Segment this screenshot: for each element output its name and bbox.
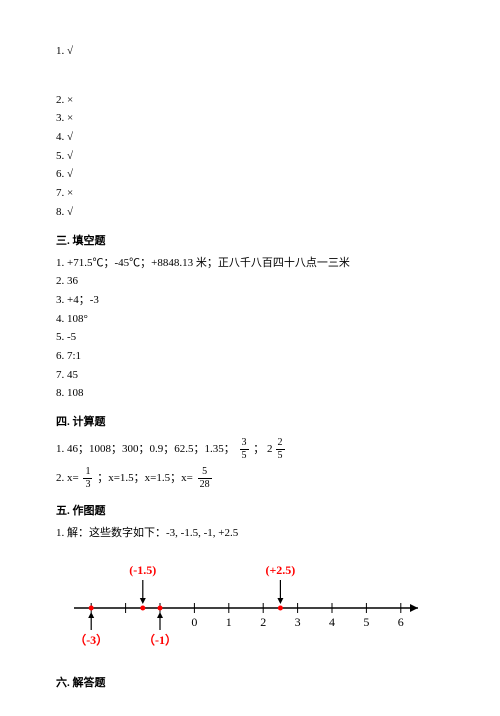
section-5-title: 五. 作图题 [56,502,444,518]
list-item: 5. -5 [56,328,444,347]
page-content: 1. √ 2. × 3. × 4. √ 5. √ 6. √ 7. × 8. √ … [0,0,500,716]
calc-text: ； [253,443,267,455]
list-item: 6. √ [56,165,444,184]
fraction-icon: 5 28 [198,467,212,490]
list-item: 1. √ [56,42,444,61]
section-6-title: 六. 解答题 [56,674,444,690]
calc-text: ；x=1.5；x=1.5；x= [97,472,193,484]
svg-text:0: 0 [191,615,197,629]
true-false-section: 1. √ 2. × 3. × 4. √ 5. √ 6. √ 7. × 8. √ [56,42,444,222]
calc-text: 2. x= [56,472,79,484]
list-item: 3. × [56,109,444,128]
svg-text:（-3）: （-3） [74,632,108,647]
svg-text:2: 2 [260,615,266,629]
svg-text:(-1.5): (-1.5) [129,563,156,577]
svg-text:6: 6 [398,615,404,629]
calc-text: 1. 46；1008；300；0.9；62.5；1.35； [56,443,235,455]
calculation-section: 1. 46；1008；300；0.9；62.5；1.35； 3 5 ； 2 2 … [56,435,444,492]
svg-text:3: 3 [295,615,301,629]
svg-text:5: 5 [363,615,369,629]
fraction-icon: 3 5 [240,438,249,461]
list-item: 6. 7:1 [56,347,444,366]
section-3-title: 三. 填空题 [56,232,444,248]
fraction-icon: 1 3 [83,467,92,490]
list-item: 7. × [56,184,444,203]
list-item: 4. √ [56,128,444,147]
fraction-icon: 2 5 [276,438,285,461]
list-item: 8. 108 [56,384,444,403]
list-item: 5. √ [56,147,444,166]
calc-row-2: 2. x= 1 3 ；x=1.5；x=1.5；x= 5 28 [56,464,444,493]
drawing-text: 1. 解：这些数字如下：-3, -1.5, -1, +2.5 [56,524,444,543]
svg-text:1: 1 [226,615,232,629]
svg-text:4: 4 [329,615,335,629]
list-item: 2. × [56,91,444,110]
svg-text:（-1）: （-1） [143,632,177,647]
list-item: 1. +71.5℃；-45℃；+8848.13 米；正八千八百四十八点一三米 [56,254,444,273]
mixed-number-whole: 2 [267,435,273,464]
list-item: 7. 45 [56,366,444,385]
calc-row-1: 1. 46；1008；300；0.9；62.5；1.35； 3 5 ； 2 2 … [56,435,444,464]
list-item: 3. +4；-3 [56,291,444,310]
fill-blank-section: 1. +71.5℃；-45℃；+8848.13 米；正八千八百四十八点一三米 2… [56,254,444,404]
svg-text:(+2.5): (+2.5) [265,563,295,577]
number-line-diagram: 0 1 2 3 4 5 6 (-1.5) (+2.5) （-3） （-1） [56,553,436,656]
list-item: 4. 108° [56,310,444,329]
list-item: 2. 36 [56,272,444,291]
section-4-title: 四. 计算题 [56,413,444,429]
list-item: 8. √ [56,203,444,222]
